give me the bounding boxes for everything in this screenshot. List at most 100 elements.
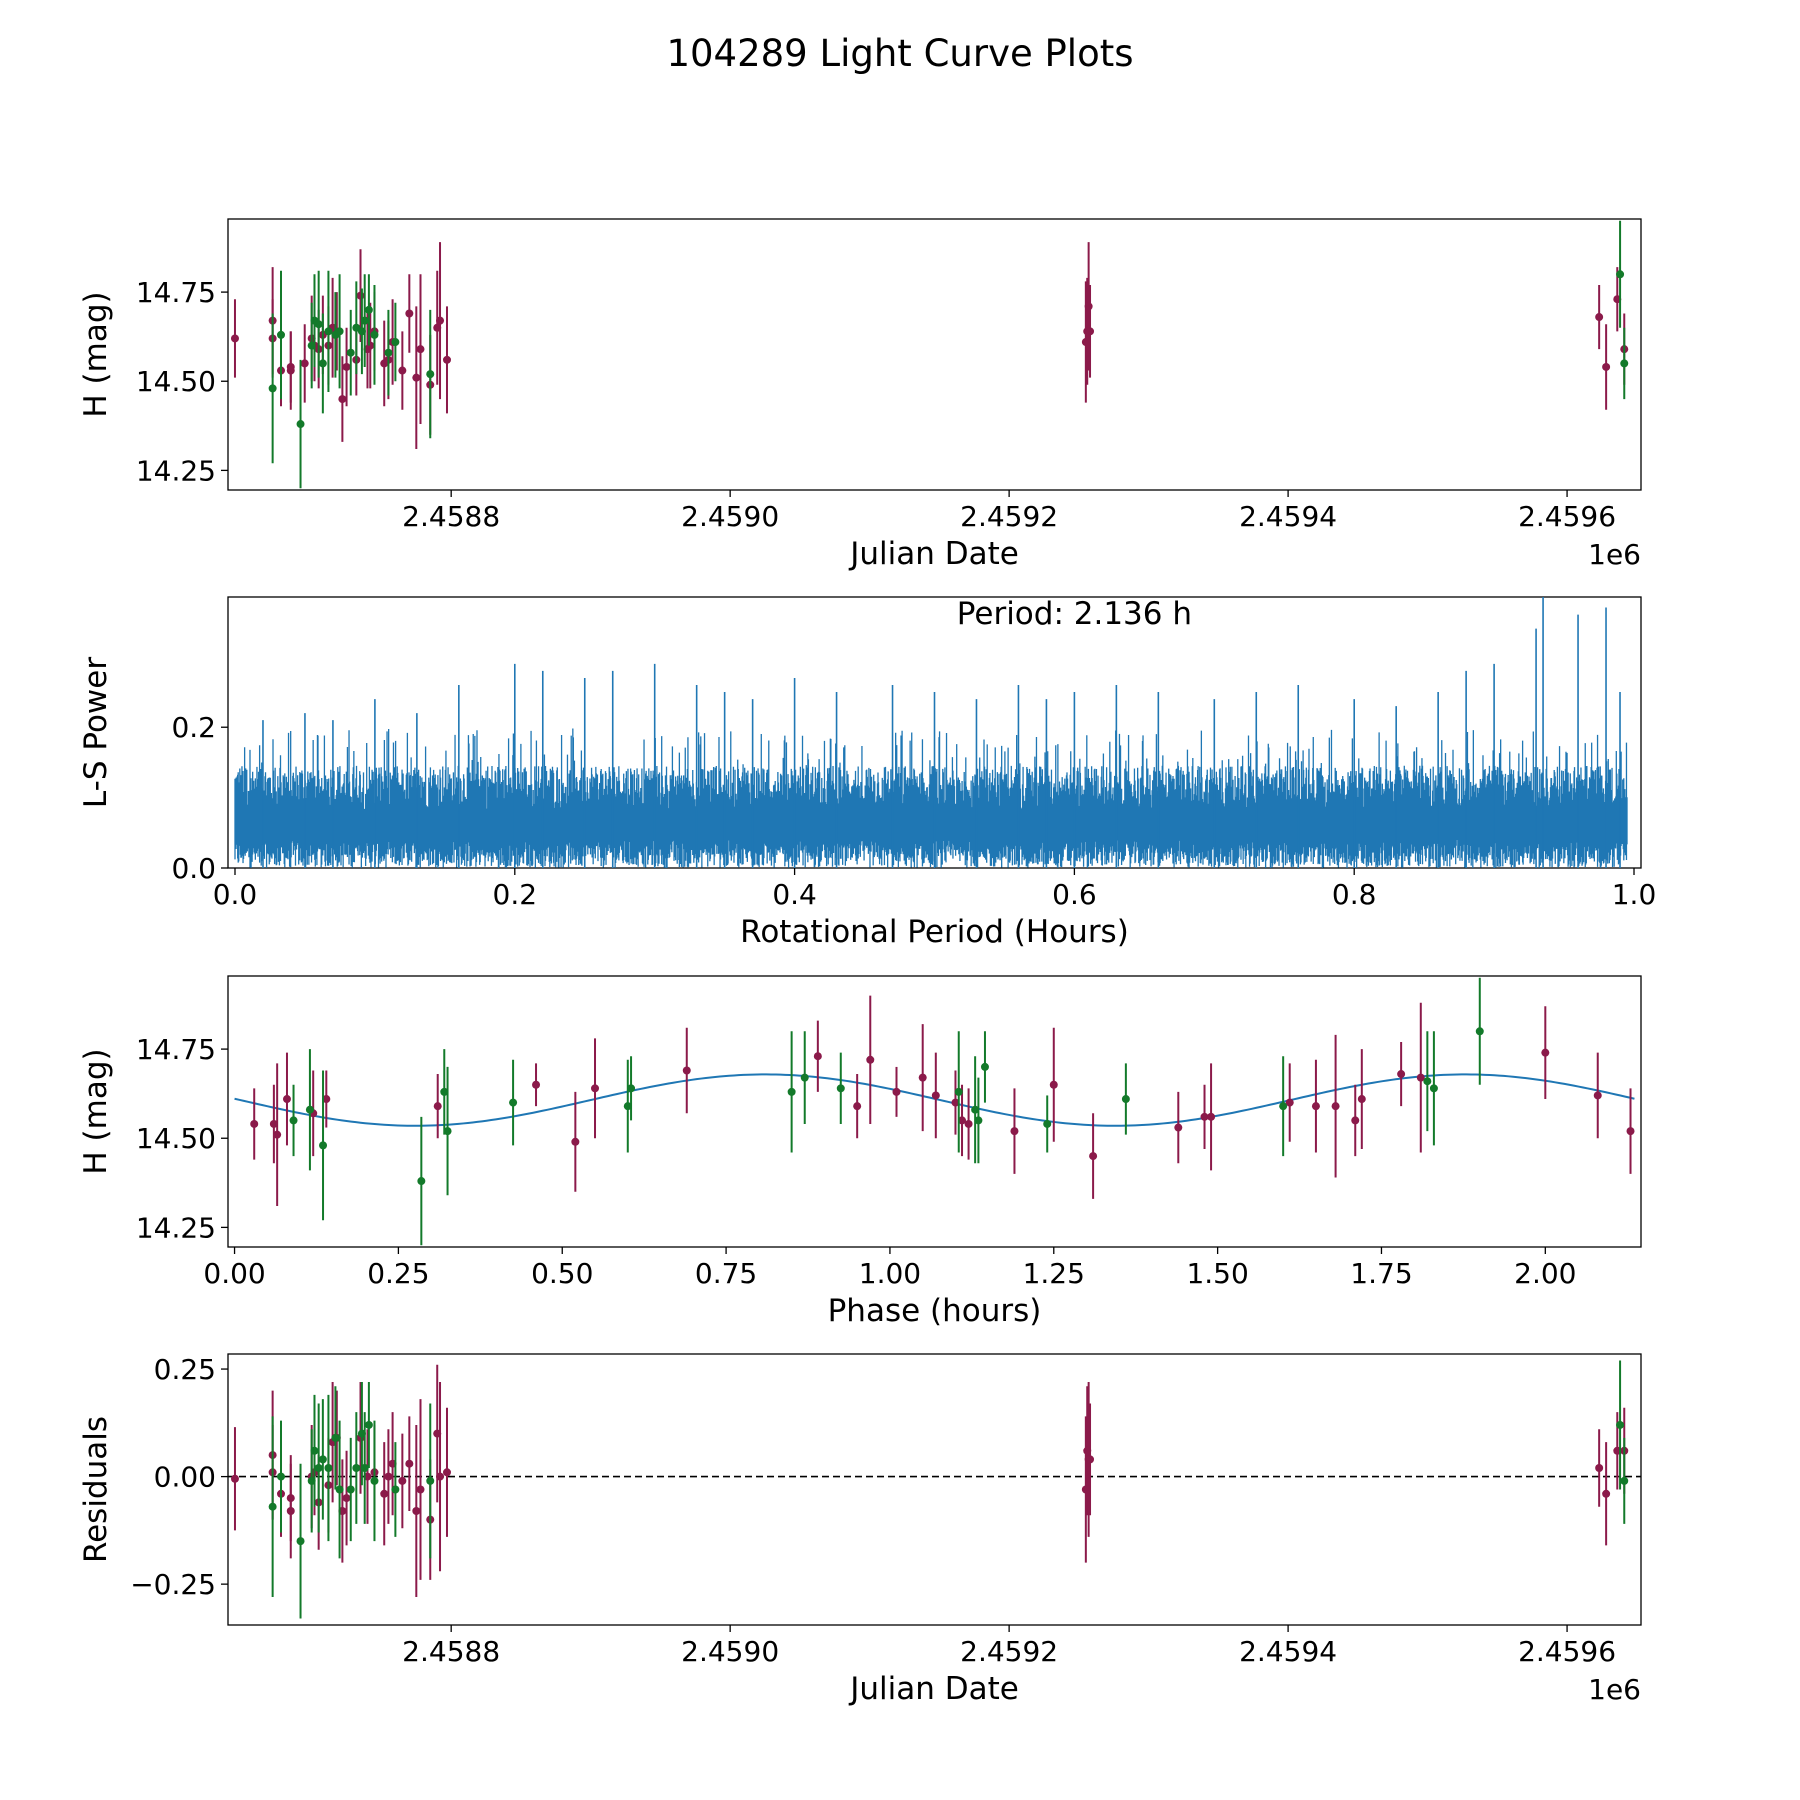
periodogram-xtick-label: 0.4 xyxy=(772,878,817,911)
residuals-ytick-label: −0.25 xyxy=(130,1568,216,1601)
phased-xlabel: Phase (hours) xyxy=(828,1293,1042,1329)
lightcurve-green-point xyxy=(384,348,393,357)
lightcurve-magenta-point xyxy=(338,395,347,404)
residuals-offset-label: 1e6 xyxy=(1588,1673,1641,1706)
lightcurve-xtick-label: 2.4596 xyxy=(1518,500,1616,533)
lightcurve-green-point xyxy=(370,330,379,339)
phased-green-point xyxy=(417,1177,426,1186)
phased-magenta-point xyxy=(951,1098,960,1107)
phased-magenta-point xyxy=(1174,1123,1183,1132)
residuals-xtick-label: 2.4590 xyxy=(681,1635,779,1668)
phased-magenta-point xyxy=(250,1119,259,1128)
phased-magenta-point xyxy=(1351,1116,1360,1125)
residuals-green-point xyxy=(370,1476,379,1485)
lightcurve-xtick-label: 2.4594 xyxy=(1239,500,1337,533)
phased-green-point xyxy=(509,1098,518,1107)
lightcurve-green-point xyxy=(346,348,355,357)
lightcurve-magenta-point xyxy=(1086,327,1095,336)
phased-green-point xyxy=(787,1087,796,1096)
phased-green-point xyxy=(440,1087,449,1096)
lightcurve-xlabel: Julian Date xyxy=(848,536,1019,572)
phased-ytick-label: 14.75 xyxy=(136,1033,216,1066)
lightcurve-ytick-label: 14.50 xyxy=(136,365,216,398)
residuals-magenta-point xyxy=(384,1472,393,1481)
lightcurve-magenta-point xyxy=(286,366,295,375)
figure-title: 104289 Light Curve Plots xyxy=(666,32,1133,75)
residuals-green-point xyxy=(310,1446,319,1455)
residuals-ytick-label: 0.25 xyxy=(154,1353,216,1386)
residuals-green-point xyxy=(318,1455,327,1464)
residuals-green-point xyxy=(268,1502,277,1511)
residuals-magenta-point xyxy=(442,1468,451,1477)
phased-green-point xyxy=(623,1102,632,1111)
phased-green-point xyxy=(627,1084,636,1093)
phased-xtick-label: 1.50 xyxy=(1186,1257,1248,1290)
phased-frame xyxy=(227,975,1642,1248)
phased-magenta-point xyxy=(958,1116,967,1125)
phased-xtick-label: 1.75 xyxy=(1350,1257,1412,1290)
phased-ylabel: H (mag) xyxy=(78,1048,114,1174)
lightcurve-ytick-label: 14.75 xyxy=(136,276,216,309)
phased-green-point xyxy=(1423,1077,1432,1086)
phased-magenta-point xyxy=(931,1091,940,1100)
residuals-data-group xyxy=(230,1360,1629,1619)
phased-xtick-label: 0.50 xyxy=(531,1257,593,1290)
lightcurve-green-point xyxy=(277,330,286,339)
phased-green-point xyxy=(980,1062,989,1071)
residuals-xlabel: Julian Date xyxy=(848,1671,1019,1707)
residuals-green-point xyxy=(314,1463,323,1472)
phased-magenta-point xyxy=(1397,1070,1406,1079)
phased-magenta-point xyxy=(591,1084,600,1093)
phased-ytick-label: 14.25 xyxy=(136,1211,216,1244)
phased-data-group xyxy=(250,977,1635,1246)
lightcurve-panel: Julian Date H (mag) 1e6 2.4588 2.4590 2.45… xyxy=(78,218,1642,572)
lightcurve-xtick-label: 2.4590 xyxy=(681,500,779,533)
lightcurve-green-point xyxy=(360,316,369,325)
lightcurve-magenta-point xyxy=(436,316,445,325)
phased-green-point xyxy=(1121,1095,1130,1104)
phased-green-point xyxy=(1475,1027,1484,1036)
residuals-xtick-label: 2.4596 xyxy=(1518,1635,1616,1668)
lightcurve-magenta-point xyxy=(416,345,425,354)
residuals-green-point xyxy=(364,1420,373,1429)
lightcurve-xtick-label: 2.4588 xyxy=(402,500,500,533)
lightcurve-xtick-label: 2.4592 xyxy=(960,500,1058,533)
phased-magenta-point xyxy=(1207,1112,1216,1121)
phased-panel: Phase (hours) H (mag) 0.00 0.25 0.50 0.75 1.… xyxy=(78,975,1642,1329)
residuals-green-point xyxy=(331,1433,340,1442)
periodogram-power-trace xyxy=(234,728,1628,868)
phased-green-point xyxy=(836,1084,845,1093)
residuals-green-point xyxy=(296,1537,305,1546)
lightcurve-magenta-point xyxy=(1084,302,1093,311)
phased-green-point xyxy=(974,1116,983,1125)
lightcurve-green-point xyxy=(318,359,327,368)
residuals-magenta-point xyxy=(230,1474,239,1483)
residuals-magenta-point xyxy=(1595,1463,1604,1472)
periodogram-ylabel: L-S Power xyxy=(78,657,114,808)
residuals-green-point xyxy=(426,1476,435,1485)
phased-xtick-label: 0.75 xyxy=(695,1257,757,1290)
periodogram-xtick-label: 1.0 xyxy=(1612,878,1657,911)
lightcurve-green-point xyxy=(426,370,435,379)
lightcurve-green-point xyxy=(324,327,333,336)
periodogram-xlabel: Rotational Period (Hours) xyxy=(740,914,1129,950)
residuals-magenta-point xyxy=(405,1459,414,1468)
residuals-ylabel: Residuals xyxy=(78,1416,114,1563)
phased-magenta-point xyxy=(269,1119,278,1128)
lightcurve-magenta-point xyxy=(342,362,351,371)
lightcurve-green-point xyxy=(364,305,373,314)
phased-xtick-label: 1.25 xyxy=(1023,1257,1085,1290)
lightcurve-green-point xyxy=(335,327,344,336)
lightcurve-ylabel: H (mag) xyxy=(78,291,114,417)
phased-magenta-point xyxy=(1010,1127,1019,1136)
phased-magenta-point xyxy=(682,1066,691,1075)
phased-magenta-point xyxy=(1311,1102,1320,1111)
phased-green-point xyxy=(319,1141,328,1150)
residuals-magenta-point xyxy=(1602,1489,1611,1498)
lightcurve-green-point xyxy=(391,338,400,347)
phased-green-point xyxy=(800,1073,809,1082)
residuals-magenta-point xyxy=(412,1507,421,1516)
lightcurve-ytick-label: 14.25 xyxy=(136,454,216,487)
